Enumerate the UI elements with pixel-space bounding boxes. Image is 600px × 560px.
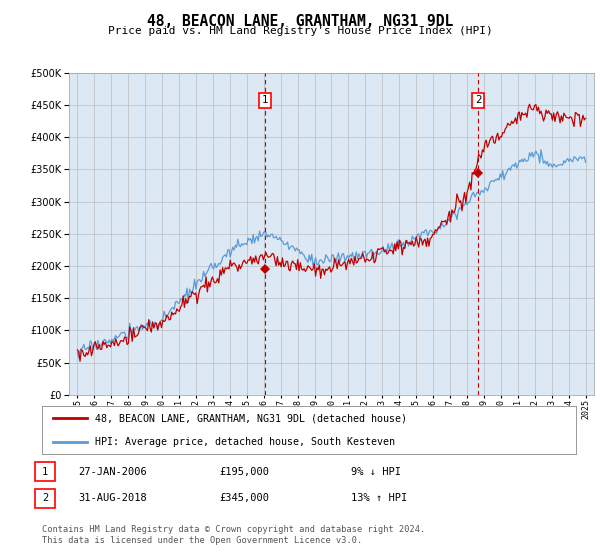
Text: 1: 1 [262,95,268,105]
Text: 2: 2 [475,95,482,105]
Text: 13% ↑ HPI: 13% ↑ HPI [351,493,407,503]
Text: Price paid vs. HM Land Registry's House Price Index (HPI): Price paid vs. HM Land Registry's House … [107,26,493,36]
Text: 48, BEACON LANE, GRANTHAM, NG31 9DL: 48, BEACON LANE, GRANTHAM, NG31 9DL [147,14,453,29]
Text: 27-JAN-2006: 27-JAN-2006 [78,466,147,477]
Text: 31-AUG-2018: 31-AUG-2018 [78,493,147,503]
Text: £195,000: £195,000 [219,466,269,477]
Text: 9% ↓ HPI: 9% ↓ HPI [351,466,401,477]
Text: 2: 2 [42,493,48,503]
Text: £345,000: £345,000 [219,493,269,503]
Text: 48, BEACON LANE, GRANTHAM, NG31 9DL (detached house): 48, BEACON LANE, GRANTHAM, NG31 9DL (det… [95,413,407,423]
Text: Contains HM Land Registry data © Crown copyright and database right 2024.
This d: Contains HM Land Registry data © Crown c… [42,525,425,545]
Text: 1: 1 [42,466,48,477]
Text: HPI: Average price, detached house, South Kesteven: HPI: Average price, detached house, Sout… [95,437,395,447]
